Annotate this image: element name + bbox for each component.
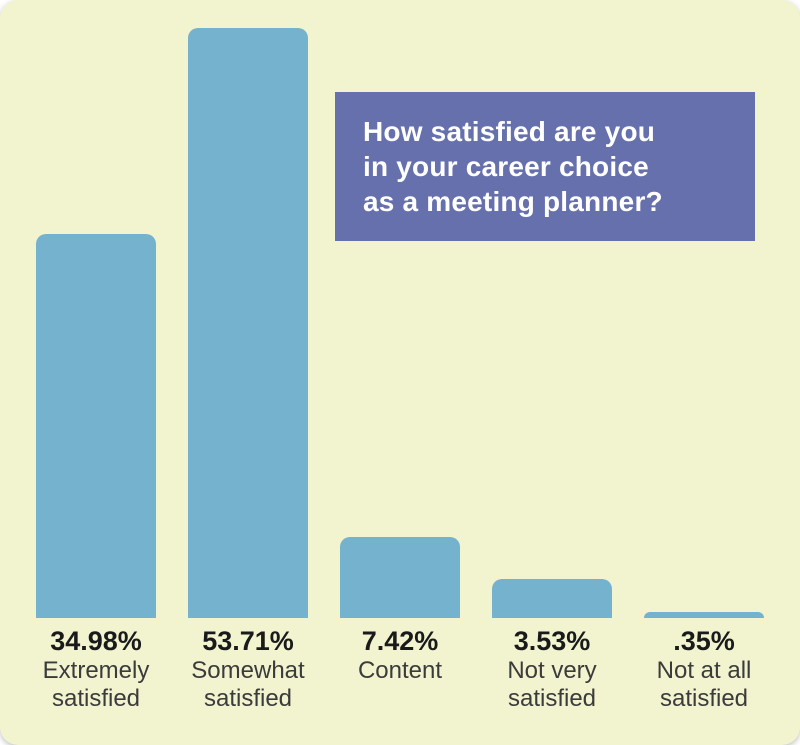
chart-title: How satisfied are youin your career choi…: [363, 116, 663, 217]
bar-label: 3.53%Not verysatisfied: [477, 626, 627, 712]
bar-category: Content: [325, 657, 475, 685]
bar: [36, 234, 156, 618]
bar: [188, 28, 308, 618]
bar-label: 7.42%Content: [325, 626, 475, 712]
bar-percent: .35%: [629, 626, 779, 657]
chart-panel: 34.98%Extremelysatisfied53.71%Somewhatsa…: [0, 0, 800, 745]
bar-category: Somewhatsatisfied: [173, 657, 323, 712]
bar: [340, 537, 460, 619]
x-axis-labels: 34.98%Extremelysatisfied53.71%Somewhatsa…: [0, 626, 800, 712]
bar-percent: 7.42%: [325, 626, 475, 657]
bar: [644, 612, 764, 618]
bar-percent: 3.53%: [477, 626, 627, 657]
bar: [492, 579, 612, 618]
bar-label: .35%Not at allsatisfied: [629, 626, 779, 712]
chart-title-box: How satisfied are youin your career choi…: [335, 92, 755, 241]
bar-category: Extremelysatisfied: [21, 657, 171, 712]
bar-category: Not at allsatisfied: [629, 657, 779, 712]
bar-column: [21, 28, 171, 618]
bar-column: [173, 28, 323, 618]
bar-label: 34.98%Extremelysatisfied: [21, 626, 171, 712]
bar-percent: 53.71%: [173, 626, 323, 657]
bar-percent: 34.98%: [21, 626, 171, 657]
bar-category: Not verysatisfied: [477, 657, 627, 712]
bar-label: 53.71%Somewhatsatisfied: [173, 626, 323, 712]
